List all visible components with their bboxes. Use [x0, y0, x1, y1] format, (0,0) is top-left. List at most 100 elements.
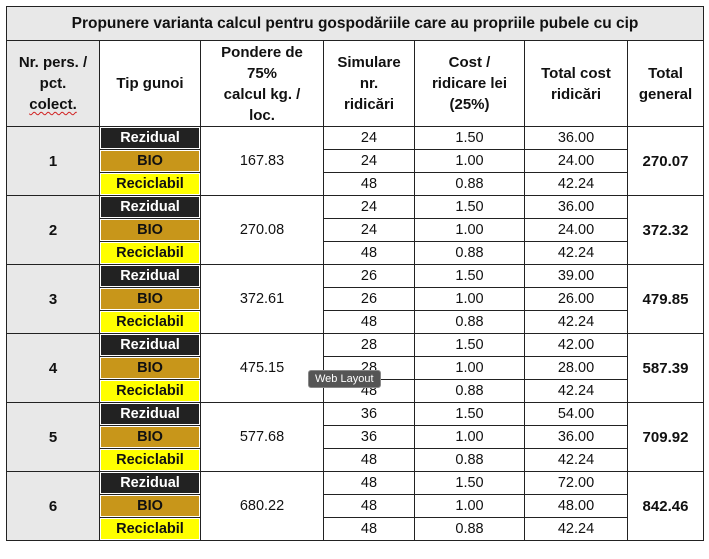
total-cost-value: 54.00: [524, 402, 628, 426]
simulare-value: 24: [323, 195, 415, 219]
bio-label: BIO: [101, 151, 199, 171]
web-layout-tooltip: Web Layout: [308, 370, 381, 388]
cost-value: 1.00: [414, 149, 525, 173]
simulare-value: 48: [323, 310, 415, 334]
bio-label: BIO: [101, 358, 199, 378]
cost-value: 1.00: [414, 356, 525, 380]
rezidual-label: Rezidual: [101, 266, 199, 286]
waste-type-cell: BIO: [99, 149, 201, 173]
cost-value: 0.88: [414, 379, 525, 403]
reciclabil-label: Reciclabil: [101, 174, 199, 194]
total-cost-value: 39.00: [524, 264, 628, 288]
pondere-value: 167.83: [200, 126, 324, 196]
total-general-value: 842.46: [627, 471, 704, 541]
calculation-table: Propunere varianta calcul pentru gospodă…: [6, 6, 704, 541]
simulare-value: 48: [323, 241, 415, 265]
pondere-value: 680.22: [200, 471, 324, 541]
total-cost-value: 42.24: [524, 448, 628, 472]
waste-type-cell: Rezidual: [99, 126, 201, 150]
waste-type-cell: BIO: [99, 287, 201, 311]
cost-value: 1.50: [414, 333, 525, 357]
reciclabil-label: Reciclabil: [101, 243, 199, 263]
total-cost-value: 28.00: [524, 356, 628, 380]
waste-type-cell: Reciclabil: [99, 517, 201, 541]
waste-type-cell: Reciclabil: [99, 241, 201, 265]
cost-value: 1.50: [414, 126, 525, 150]
cost-value: 1.00: [414, 218, 525, 242]
header-simulare: Simulare nr. ridicări: [323, 40, 415, 127]
pondere-value: 270.08: [200, 195, 324, 265]
table-row: Reciclabil 48 0.88 42.24: [7, 517, 704, 541]
cost-value: 1.50: [414, 402, 525, 426]
total-cost-value: 26.00: [524, 287, 628, 311]
waste-type-cell: BIO: [99, 494, 201, 518]
rezidual-label: Rezidual: [101, 335, 199, 355]
simulare-value: 48: [323, 172, 415, 196]
simulare-value: 24: [323, 126, 415, 150]
waste-type-cell: Rezidual: [99, 195, 201, 219]
group-number: 1: [6, 126, 100, 196]
waste-type-cell: Rezidual: [99, 471, 201, 495]
cost-value: 1.50: [414, 471, 525, 495]
bio-label: BIO: [101, 427, 199, 447]
simulare-value: 26: [323, 264, 415, 288]
table-row: 4 Rezidual 475.15 28 1.50 42.00 587.39: [6, 333, 704, 403]
cost-value: 1.00: [414, 287, 525, 311]
simulare-value: 26: [323, 287, 415, 311]
cost-value: 1.00: [414, 425, 525, 449]
header-total-cost: Total cost ridicări: [524, 40, 628, 127]
total-cost-value: 42.24: [524, 172, 628, 196]
rezidual-label: Rezidual: [101, 128, 199, 148]
pondere-value: 475.15: [200, 333, 324, 403]
waste-type-cell: Reciclabil: [99, 379, 201, 403]
header-tip-gunoi: Tip gunoi: [99, 40, 201, 127]
total-general-value: 270.07: [627, 126, 704, 196]
group-number: 5: [6, 402, 100, 472]
table-body: 1 Rezidual 167.83 24 1.50 36.00 270.07 BIO 24 1.0…: [6, 126, 704, 541]
reciclabil-label: Reciclabil: [101, 519, 199, 539]
total-cost-value: 42.00: [524, 333, 628, 357]
header-nr-pers: Nr. pers. / pct. colect.: [6, 40, 100, 127]
table-title: Propunere varianta calcul pentru gospodă…: [6, 6, 704, 41]
total-cost-value: 42.24: [524, 310, 628, 334]
table-row: BIO 24 1.00 24.00: [7, 149, 704, 173]
pondere-value: 577.68: [200, 402, 324, 472]
table-row: BIO 36 1.00 36.00: [7, 425, 704, 449]
cost-value: 0.88: [414, 517, 525, 541]
simulare-value: 48: [323, 494, 415, 518]
table-row: Reciclabil 48 0.88 42.24: [7, 310, 704, 334]
table-row: 6 Rezidual 680.22 48 1.50 72.00 842.46: [6, 471, 704, 541]
table-row: BIO 24 1.00 24.00: [7, 218, 704, 242]
waste-type-cell: Reciclabil: [99, 310, 201, 334]
table-row: 5 Rezidual 577.68 36 1.50 54.00 709.92: [6, 402, 704, 472]
pondere-value: 372.61: [200, 264, 324, 334]
cost-value: 1.50: [414, 264, 525, 288]
table-row: BIO 48 1.00 48.00: [7, 494, 704, 518]
waste-type-cell: BIO: [99, 356, 201, 380]
simulare-value: 48: [323, 517, 415, 541]
table-row: BIO 28 1.00 28.00: [7, 356, 704, 380]
waste-type-cell: Rezidual: [99, 402, 201, 426]
rezidual-label: Rezidual: [101, 473, 199, 493]
group-number: 6: [6, 471, 100, 541]
header-pondere: Pondere de 75% calcul kg. / loc.: [200, 40, 324, 127]
table-row: Reciclabil 48 0.88 42.24: [7, 379, 704, 403]
simulare-value: 36: [323, 425, 415, 449]
bio-label: BIO: [101, 496, 199, 516]
total-general-value: 479.85: [627, 264, 704, 334]
total-cost-value: 42.24: [524, 517, 628, 541]
reciclabil-label: Reciclabil: [101, 312, 199, 332]
group-number: 4: [6, 333, 100, 403]
waste-type-cell: Rezidual: [99, 333, 201, 357]
reciclabil-label: Reciclabil: [101, 450, 199, 470]
total-cost-value: 42.24: [524, 241, 628, 265]
header-total-general: Total general: [627, 40, 704, 127]
spellcheck-word: colect.: [29, 96, 77, 113]
simulare-value: 36: [323, 402, 415, 426]
waste-type-cell: BIO: [99, 425, 201, 449]
total-cost-value: 42.24: [524, 379, 628, 403]
simulare-value: 48: [323, 471, 415, 495]
reciclabil-label: Reciclabil: [101, 381, 199, 401]
waste-type-cell: Reciclabil: [99, 448, 201, 472]
waste-type-cell: Reciclabil: [99, 172, 201, 196]
